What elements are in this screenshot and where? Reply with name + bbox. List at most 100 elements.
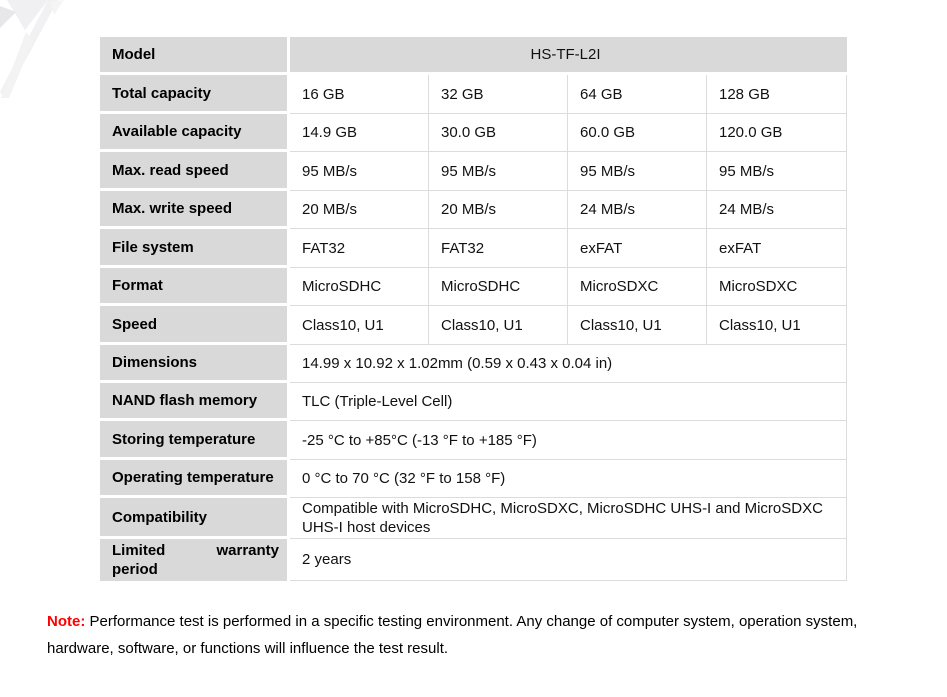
row-label-text: Model [112, 46, 156, 63]
value-cell: FAT32 [290, 229, 429, 268]
row-label-text: Max. read speed [112, 161, 229, 179]
row-label-text: Total capacity [112, 84, 211, 102]
row-label: Total capacity [100, 75, 290, 114]
row-label: Operating temperature [100, 460, 290, 498]
value-text: TLC (Triple-Level Cell) [302, 393, 453, 410]
value-text: Class10, U1 [441, 316, 523, 334]
table-row: Dimensions 14.99 x 10.92 x 1.02mm (0.59 … [100, 345, 847, 383]
value-cell-merged: 0 °C to 70 °C (32 °F to 158 °F) [290, 460, 847, 498]
value-text: MicroSDHC [302, 278, 382, 295]
row-label: Available capacity [100, 114, 290, 152]
row-label: Speed [100, 306, 290, 345]
value-text: exFAT [719, 239, 762, 257]
value-text: Class10, U1 [719, 316, 801, 334]
value-text: 0 °C to 70 °C (32 °F to 158 °F) [302, 470, 506, 487]
value-text: 95 MB/s [580, 162, 636, 180]
model-value-text: HS-TF-L2I [530, 46, 601, 63]
value-cell: 60.0 GB [568, 114, 707, 152]
row-label: Model [100, 37, 290, 75]
value-text: 95 MB/s [719, 162, 775, 180]
value-cell: 95 MB/s [429, 152, 568, 191]
value-cell: MicroSDXC [568, 268, 707, 306]
value-cell: 95 MB/s [707, 152, 847, 191]
value-text: 14.9 GB [302, 124, 358, 141]
table-row: Speed Class10, U1 Class10, U1 Class10, U… [100, 306, 847, 345]
value-text: MicroSDHC [441, 278, 521, 295]
value-text: 95 MB/s [441, 162, 497, 180]
row-label-text: File system [112, 238, 194, 256]
value-cell: 32 GB [429, 75, 568, 114]
row-label: File system [100, 229, 290, 268]
row-label: Max. read speed [100, 152, 290, 191]
value-cell: MicroSDHC [429, 268, 568, 306]
value-cell: Class10, U1 [707, 306, 847, 345]
table-row: Max. read speed 95 MB/s 95 MB/s 95 MB/s … [100, 152, 847, 191]
row-label: Max. write speed [100, 191, 290, 229]
value-cell: 14.9 GB [290, 114, 429, 152]
value-text: 20 MB/s [302, 201, 358, 218]
row-label-text: NAND flash memory [112, 392, 258, 409]
table-row: Limited warranty period 2 years [100, 539, 847, 581]
value-cell-merged: -25 °C to +85°C (-13 °F to +185 °F) [290, 421, 847, 460]
value-text: -25 °C to +85°C (-13 °F to +185 °F) [302, 431, 537, 449]
table-row: Format MicroSDHC MicroSDHC MicroSDXC Mic… [100, 268, 847, 306]
value-cell: 95 MB/s [568, 152, 707, 191]
row-label: Storing temperature [100, 421, 290, 460]
row-label-text: Compatibility [112, 508, 208, 526]
value-cell-merged: 2 years [290, 539, 847, 581]
value-text: 64 GB [580, 85, 623, 103]
value-text: 14.99 x 10.92 x 1.02mm (0.59 x 0.43 x 0.… [302, 355, 613, 372]
value-cell: 16 GB [290, 75, 429, 114]
value-cell: Class10, U1 [568, 306, 707, 345]
spec-table: Model HS-TF-L2I Total capacity 16 GB 32 … [100, 37, 847, 581]
row-label: Dimensions [100, 345, 290, 383]
table-row: Available capacity 14.9 GB 30.0 GB 60.0 … [100, 114, 847, 152]
value-text: Class10, U1 [580, 316, 662, 334]
value-cell: 64 GB [568, 75, 707, 114]
table-row: Storing temperature -25 °C to +85°C (-13… [100, 421, 847, 460]
value-cell: 24 MB/s [707, 191, 847, 229]
model-value-cell: HS-TF-L2I [290, 37, 847, 75]
value-cell: 20 MB/s [429, 191, 568, 229]
row-label-text: Speed [112, 315, 158, 333]
row-label-text: Max. write speed [112, 200, 233, 217]
value-text: 120.0 GB [719, 124, 783, 141]
row-label-text: Operating temperature [112, 469, 274, 486]
value-cell: 20 MB/s [290, 191, 429, 229]
value-cell: 120.0 GB [707, 114, 847, 152]
table-row-model: Model HS-TF-L2I [100, 37, 847, 75]
table-row: Max. write speed 20 MB/s 20 MB/s 24 MB/s… [100, 191, 847, 229]
value-cell-merged: 14.99 x 10.92 x 1.02mm (0.59 x 0.43 x 0.… [290, 345, 847, 383]
value-cell: Class10, U1 [290, 306, 429, 345]
value-text: 30.0 GB [441, 124, 497, 141]
note-text: Performance test is performed in a speci… [47, 613, 858, 657]
footnote: Note: Performance test is performed in a… [47, 608, 869, 662]
value-cell-merged: TLC (Triple-Level Cell) [290, 383, 847, 421]
value-text: Compatible with MicroSDHC, MicroSDXC, Mi… [302, 500, 823, 536]
row-label-text: Limited warranty period [112, 541, 279, 579]
row-label: NAND flash memory [100, 383, 290, 421]
table-row: NAND flash memory TLC (Triple-Level Cell… [100, 383, 847, 421]
value-cell: FAT32 [429, 229, 568, 268]
table-row: File system FAT32 FAT32 exFAT exFAT [100, 229, 847, 268]
value-cell-merged: Compatible with MicroSDHC, MicroSDXC, Mi… [290, 498, 847, 539]
value-cell: exFAT [707, 229, 847, 268]
value-cell: 30.0 GB [429, 114, 568, 152]
row-label-text: Format [112, 277, 163, 294]
value-cell: exFAT [568, 229, 707, 268]
value-text: 95 MB/s [302, 162, 358, 180]
value-text: 24 MB/s [580, 201, 636, 218]
value-text: 16 GB [302, 85, 345, 103]
note-label: Note: [47, 613, 86, 630]
label-word: period [112, 561, 158, 578]
value-cell: MicroSDXC [707, 268, 847, 306]
row-label-text: Dimensions [112, 354, 198, 371]
value-text: 60.0 GB [580, 124, 636, 141]
value-text: MicroSDXC [719, 278, 798, 295]
value-text: exFAT [580, 239, 623, 257]
value-text: 32 GB [441, 85, 484, 103]
value-text: FAT32 [441, 239, 485, 257]
row-label-text: Available capacity [112, 123, 242, 140]
label-word: warranty [216, 542, 279, 559]
